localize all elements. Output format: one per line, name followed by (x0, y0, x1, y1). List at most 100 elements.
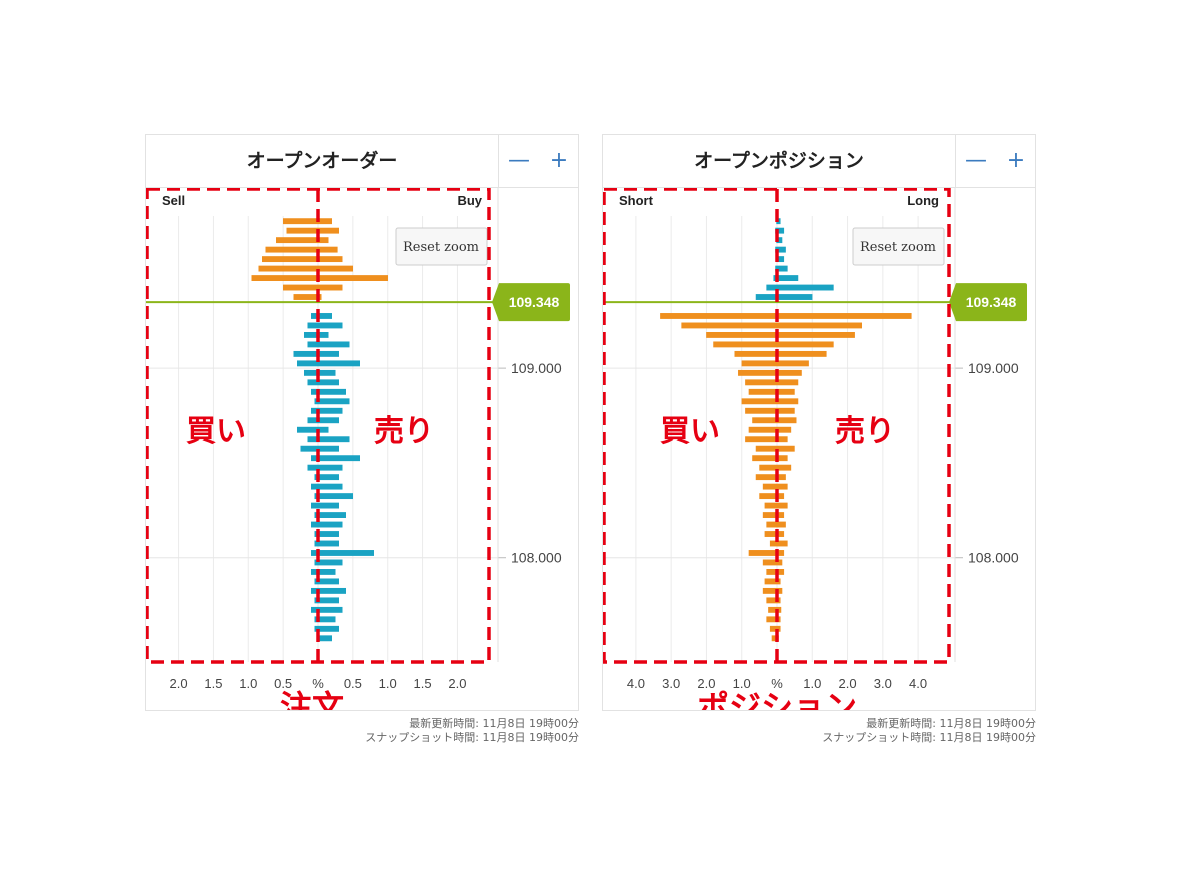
price-tick-label: 109.000 (511, 360, 562, 376)
bar-right (777, 332, 855, 338)
bar-right (318, 417, 339, 424)
sell-label: Sell (162, 193, 185, 208)
x-tick-label: 1.0 (803, 676, 821, 691)
price-tick-label: 108.000 (968, 550, 1019, 566)
bar-right (318, 332, 329, 338)
bar-right (318, 426, 329, 433)
x-tick-label: 4.0 (627, 676, 645, 691)
zoom-out-button[interactable]: — (508, 148, 530, 173)
bar-left (706, 332, 777, 338)
bar-right (318, 616, 336, 623)
bar-left (314, 625, 318, 632)
x-tick-label: 2.0 (448, 676, 466, 691)
x-tick-label: 2.0 (170, 676, 188, 691)
bar-right (777, 398, 799, 405)
reset-zoom-button[interactable]: Reset zoom (395, 227, 488, 266)
bar-left (311, 606, 318, 613)
bar-right (777, 388, 795, 395)
long-label: Long (907, 193, 939, 208)
bar-left (775, 265, 777, 272)
reset-zoom-button[interactable]: Reset zoom (852, 227, 945, 266)
zoom-in-button[interactable]: + (1006, 148, 1026, 173)
x-tick-label: 1.0 (733, 676, 751, 691)
current-price-tag (492, 283, 570, 322)
bar-right (318, 369, 336, 376)
bar-left (762, 587, 777, 594)
bar-right (777, 426, 792, 433)
bar-right (318, 625, 339, 632)
bar-left (311, 521, 318, 528)
short-label: Short (619, 193, 654, 208)
bar-right (318, 483, 343, 490)
bar-right (318, 635, 332, 642)
reset-zoom-label[interactable]: Reset zoom (860, 240, 936, 255)
panel-header: オープンオーダー — + (146, 135, 578, 188)
zoom-controls: — + (498, 135, 579, 187)
reset-zoom-button-bg[interactable] (852, 227, 945, 266)
bar-left (766, 284, 777, 291)
updated-time: 最新更新時間: 11月8日 19時00分 (409, 717, 579, 730)
bar-right (318, 455, 360, 462)
zoom-in-button[interactable]: + (549, 148, 569, 173)
buy-label: Buy (457, 193, 482, 208)
bar-left (314, 559, 318, 566)
bar-right (318, 256, 343, 263)
current-price-tag (949, 283, 1027, 322)
bar-right (318, 322, 343, 329)
bar-left (311, 502, 318, 509)
bar-right (318, 606, 343, 613)
bar-right (777, 531, 785, 537)
bar-right (777, 464, 792, 471)
x-tick-label: 0.5 (344, 676, 362, 691)
annotation-sell: 売り (835, 414, 895, 449)
updated-time: 最新更新時間: 11月8日 19時00分 (866, 717, 1036, 730)
open-position-chart: Short Long 4.03.02.01.0%1.02.03.04.0 110… (603, 188, 1027, 710)
bar-right (318, 360, 360, 367)
bar-right (318, 398, 350, 405)
x-tick-label: 3.0 (662, 676, 680, 691)
bar-right (777, 587, 783, 594)
bar-left (304, 332, 318, 338)
bar-left (307, 322, 318, 329)
bar-right (777, 369, 802, 376)
open-order-chart: Sell Buy 2.01.51.00.5%0.51.01.52.0 110.0… (146, 188, 570, 710)
bar-left (297, 426, 318, 433)
bar-right (318, 284, 343, 291)
footer-timestamps: 最新更新時間: 11月8日 19時00分 スナップショット時間: 11月8日 1… (602, 717, 1036, 745)
bar-right (318, 388, 346, 395)
bar-right (777, 483, 788, 490)
bar-right (777, 360, 809, 367)
bar-left (752, 417, 777, 424)
bar-left (769, 625, 777, 632)
bar-right (777, 578, 781, 585)
bar-right (777, 616, 781, 623)
bar-left (262, 256, 318, 263)
bar-left (773, 275, 777, 281)
bar-left (314, 540, 318, 547)
snapshot-time: スナップショット時間: 11月8日 19時00分 (822, 731, 1036, 744)
reset-zoom-button-bg[interactable] (395, 227, 488, 266)
bar-right (777, 540, 788, 547)
panel-title: オープンポジション (694, 150, 864, 172)
bar-left (745, 436, 777, 443)
bar-left (755, 294, 777, 300)
x-tick-label: 2.0 (839, 676, 857, 691)
bar-left (745, 407, 777, 414)
bar-right (777, 341, 834, 348)
bar-right (318, 445, 339, 452)
annotation-buy: 買い (186, 414, 246, 449)
x-tick-label: 1.0 (379, 676, 397, 691)
bar-left (766, 569, 777, 575)
open-order-panel: オープンオーダー — + Sell Buy 2.0 1.5 1.0 0.5% 0.5 1.… (145, 134, 579, 711)
bar-right (777, 474, 786, 481)
bar-right (777, 246, 786, 253)
bar-right (318, 474, 339, 481)
bar-left (293, 350, 318, 357)
bar-right (777, 218, 781, 225)
bar-left (766, 521, 777, 528)
reset-zoom-label[interactable]: Reset zoom (403, 240, 479, 255)
bar-left (738, 369, 777, 376)
zoom-out-button[interactable]: — (965, 148, 987, 173)
bar-left (307, 436, 318, 443)
bar-right (777, 407, 795, 414)
